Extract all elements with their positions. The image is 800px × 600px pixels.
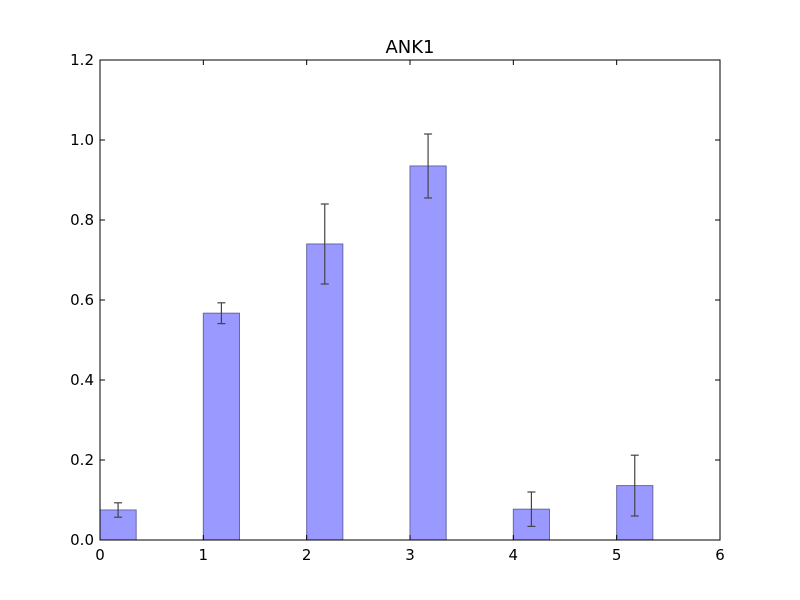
y-tick-label-6: 1.2 (70, 51, 94, 69)
error-bar-3 (424, 133, 433, 199)
error-bar-1 (217, 302, 226, 325)
bar-2 (306, 243, 344, 541)
error-bar-0 (114, 502, 123, 518)
ticks-group: 0 1 2 3 4 5 6 0.0 0.2 0.4 0.6 0.8 1.0 1.2 (70, 51, 725, 564)
y-tick-label-5: 1.0 (70, 131, 94, 149)
y-tick-label-0: 0.0 (70, 531, 94, 549)
x-tick-label-6: 6 (715, 546, 725, 564)
y-tick-label-3: 0.6 (70, 291, 94, 309)
error-bar-2 (320, 203, 329, 285)
x-tick-label-4: 4 (509, 546, 519, 564)
x-tick-label-5: 5 (612, 546, 622, 564)
x-tick-label-0: 0 (95, 546, 105, 564)
error-bar-5 (630, 454, 639, 517)
x-tick-label-3: 3 (405, 546, 415, 564)
y-tick-label-4: 0.8 (70, 211, 94, 229)
x-tick-label-1: 1 (199, 546, 209, 564)
x-tick-label-2: 2 (302, 546, 312, 564)
bars-group (99, 165, 654, 541)
chart-title: ANK1 (385, 37, 434, 58)
plot-area-frame (99, 59, 721, 541)
error-bars-group (114, 133, 639, 528)
error-bar-4 (527, 491, 536, 528)
bar-3 (409, 165, 447, 541)
y-tick-label-1: 0.2 (70, 451, 94, 469)
y-tick-label-2: 0.4 (70, 371, 94, 389)
bar-1 (202, 312, 240, 541)
